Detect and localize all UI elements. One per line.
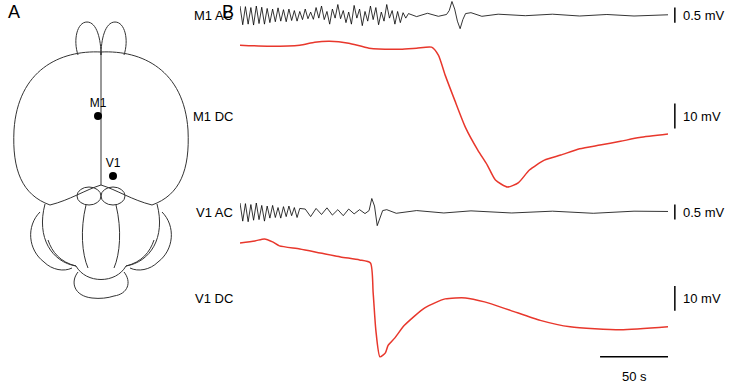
svg-text:V1 DC: V1 DC [195,291,233,306]
svg-text:V1: V1 [106,156,121,170]
svg-text:M1 AC: M1 AC [194,8,233,23]
svg-text:0.5 mV: 0.5 mV [683,205,725,220]
svg-text:50 s: 50 s [622,369,647,384]
svg-text:B: B [222,2,234,22]
svg-text:0.5 mV: 0.5 mV [683,8,725,23]
svg-text:A: A [8,2,20,22]
svg-text:V1 AC: V1 AC [196,205,233,220]
svg-text:10 mV: 10 mV [683,291,721,306]
svg-text:10 mV: 10 mV [683,109,721,124]
svg-text:M1 DC: M1 DC [193,109,233,124]
svg-text:M1: M1 [90,96,107,110]
